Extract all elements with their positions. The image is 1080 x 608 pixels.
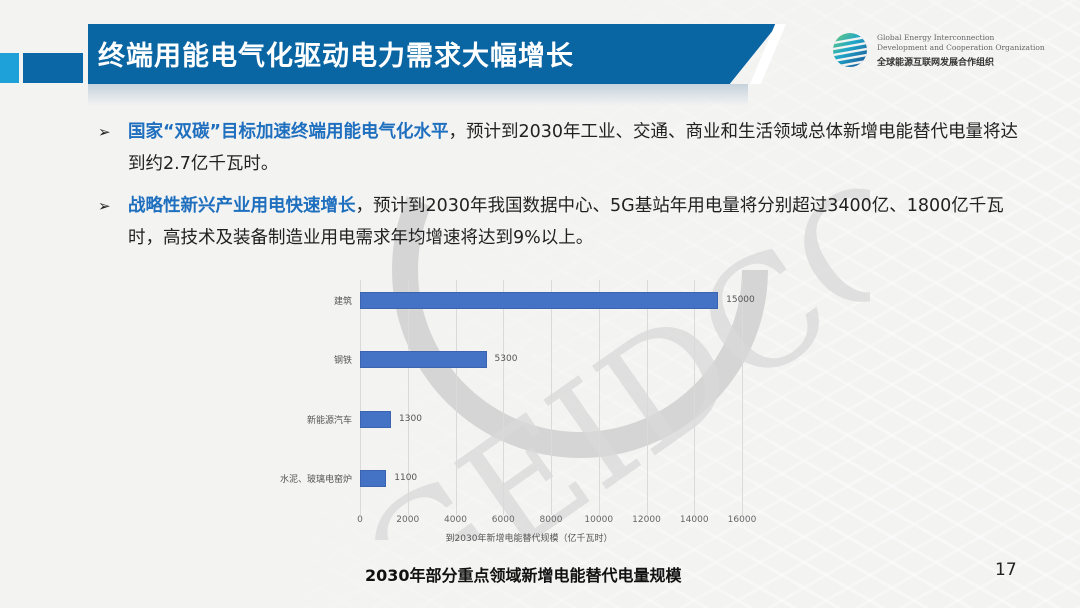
bullet-text: ，预计到2030年工业、交通、商业和生活领域总体新增电能替代电量将达到约2.7亿… (128, 122, 1019, 174)
bar (360, 470, 387, 487)
gridline (646, 280, 648, 515)
org-name-chinese: 全球能源互联网发展合作组织 (877, 58, 995, 68)
gridline (360, 280, 361, 515)
chart-caption: 2030年部分重点领域新增电能替代电量规模 (365, 566, 682, 585)
accent-square-dark (23, 53, 83, 83)
x-axis-label: 到2030年新增电能替代规模（亿千瓦时） (445, 534, 613, 544)
x-tick-label: 14000 (679, 515, 709, 525)
gridline (598, 280, 600, 515)
category-label: 钢铁 (333, 356, 352, 366)
title-bar-shadow (88, 84, 748, 106)
gridline (551, 280, 552, 515)
gridline (455, 280, 457, 515)
value-label: 5300 (494, 354, 518, 364)
page-title: 终端用能电气化驱动电力需求大幅增长 (98, 41, 574, 72)
x-tick-label: 2000 (396, 515, 420, 525)
bullet-item: ➢ 战略性新兴产业用电快速增长，预计到2030年我国数据中心、5G基站年用电量将… (98, 190, 1028, 254)
x-tick-label: 4000 (444, 515, 467, 525)
category-label: 建筑 (333, 297, 352, 307)
x-tick-label: 12000 (632, 515, 661, 525)
value-label: 15000 (726, 295, 755, 305)
gridline (503, 280, 505, 515)
value-label: 1300 (399, 414, 422, 424)
bullet-highlight: 国家“双碳”目标加速终端用能电气化水平 (128, 122, 449, 142)
accent-square-light (0, 53, 19, 83)
bullet-text: ，预计到2030年我国数据中心、5G基站年用电量将分别超过3400亿、1800亿… (128, 196, 1004, 248)
bar (360, 411, 392, 428)
gridline (694, 280, 696, 515)
org-name-english: Global Energy Interconnection Developmen… (877, 33, 1045, 53)
gridline (407, 280, 409, 515)
gridline (742, 280, 743, 515)
page-number: 17 (995, 560, 1017, 580)
arrow-bullet-icon: ➢ (98, 123, 111, 141)
bullet-highlight: 战略性新兴产业用电快速增长 (128, 196, 356, 216)
bar-chart: 建筑 15000 钢铁 5300 新能源汽车 1300 水泥、玻璃电窑炉 1100 0 2000… (250, 280, 770, 550)
title-bar (88, 24, 778, 84)
category-label: 新能源汽车 (306, 416, 352, 426)
x-tick-label: 8000 (539, 515, 563, 525)
arrow-bullet-icon: ➢ (98, 197, 111, 215)
x-tick-label: 0 (357, 515, 363, 525)
bullet-list: ➢ 国家“双碳”目标加速终端用能电气化水平，预计到2030年工业、交通、商业和生… (98, 116, 1028, 264)
org-name-en-line2: Development and Cooperation Organization (877, 43, 1045, 52)
bar (360, 351, 487, 368)
category-label: 水泥、玻璃电窑炉 (279, 475, 352, 485)
x-tick-label: 10000 (584, 515, 614, 525)
org-name-en-line1: Global Energy Interconnection (877, 33, 995, 42)
x-tick-label: 6000 (491, 515, 515, 525)
globe-logo-icon (833, 33, 867, 67)
bar (360, 292, 719, 309)
bullet-item: ➢ 国家“双碳”目标加速终端用能电气化水平，预计到2030年工业、交通、商业和生… (98, 116, 1028, 180)
value-label: 1100 (394, 473, 418, 483)
x-tick-label: 16000 (727, 515, 757, 525)
